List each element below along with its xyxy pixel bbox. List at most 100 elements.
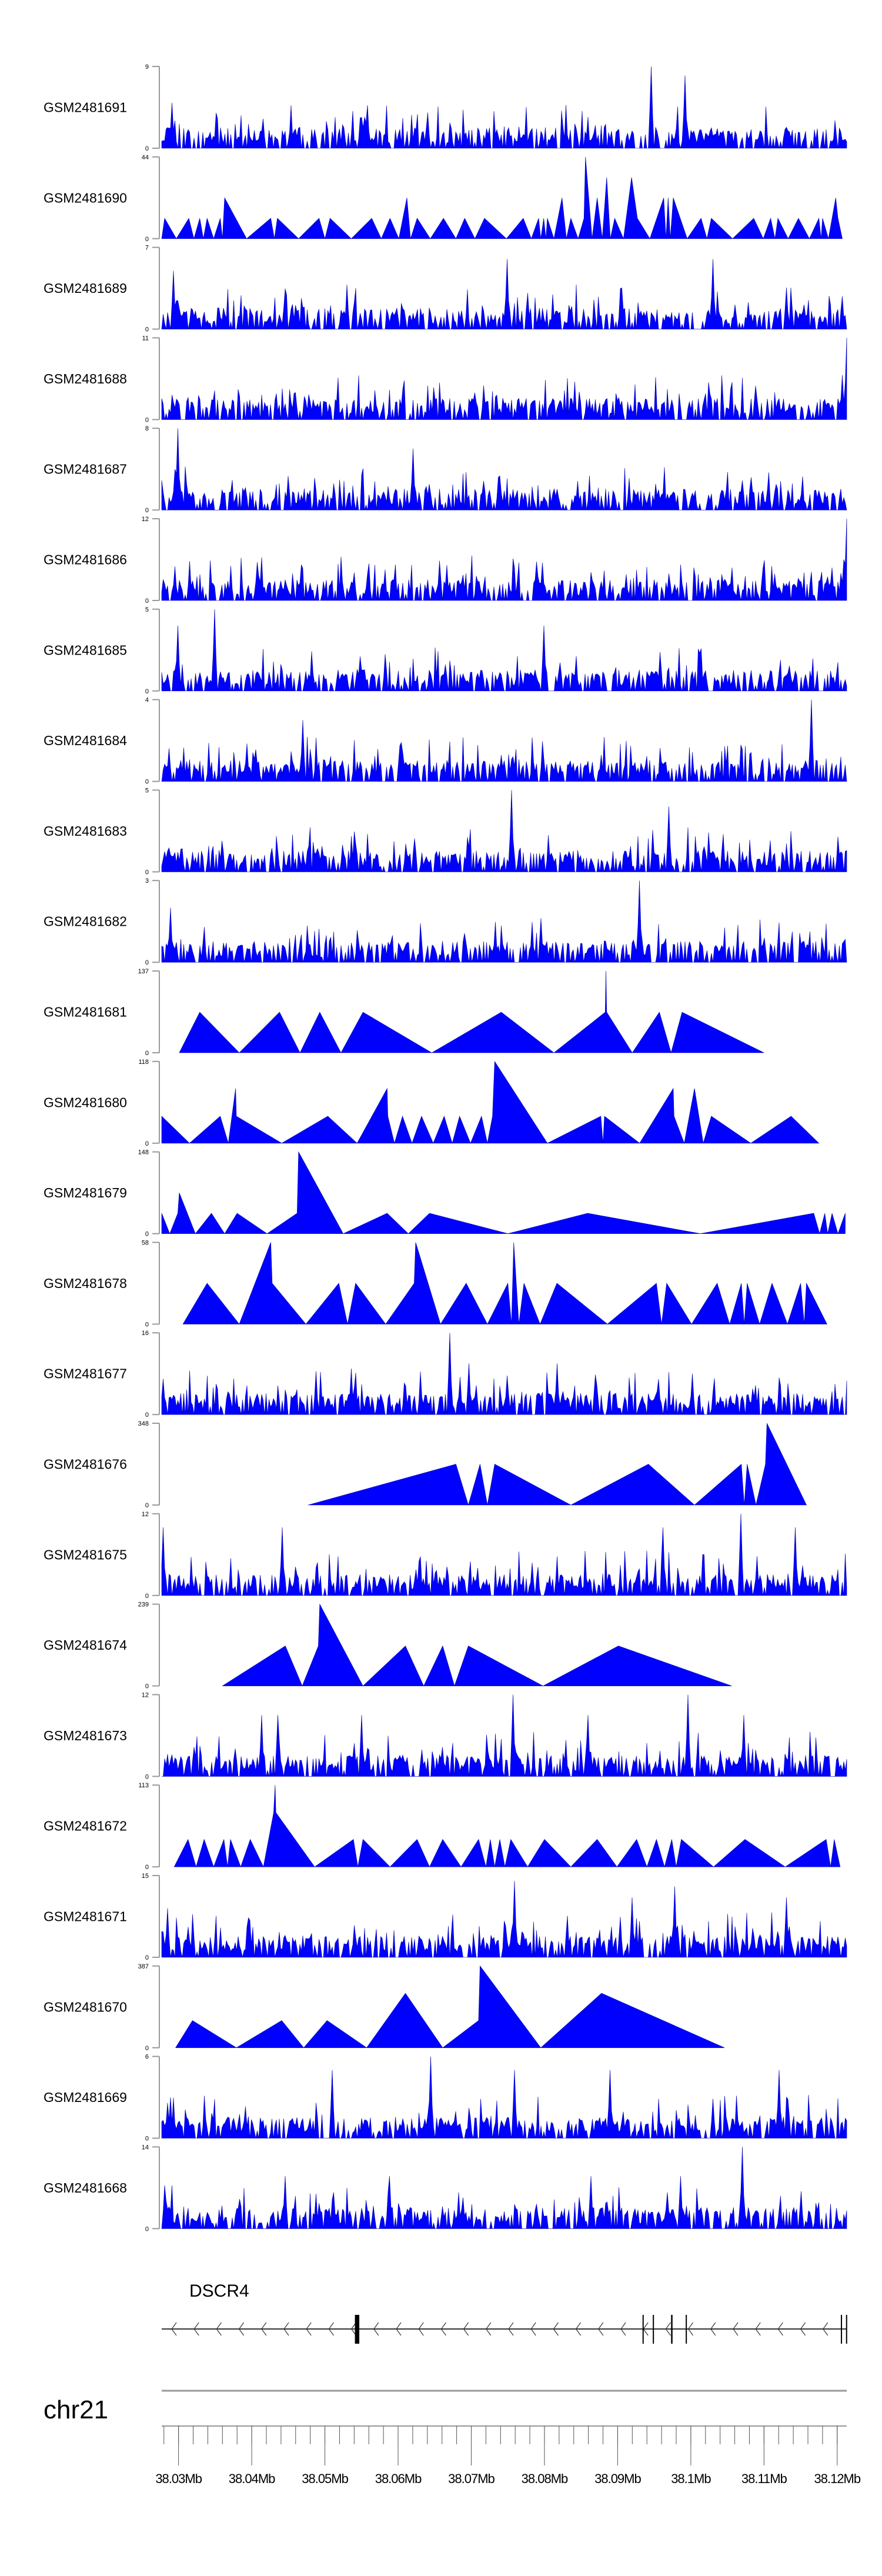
strand-arrow-icon [396, 2322, 402, 2336]
strand-arrow-icon [440, 2322, 446, 2336]
strand-arrow-icon [710, 2322, 716, 2336]
track-label: GSM2481679 [44, 1185, 127, 1200]
strand-arrow-icon [665, 2322, 671, 2336]
track-label: GSM2481678 [44, 1276, 127, 1291]
signal-area [161, 2147, 847, 2230]
y-tick-label: 239 [138, 1601, 149, 1609]
strand-arrow-icon [261, 2322, 267, 2336]
exon [846, 2315, 847, 2344]
track-GSM2481678: GSM2481678 0 58 [44, 1239, 827, 1328]
exon [642, 2315, 644, 2344]
y-tick-label: 0 [145, 869, 149, 876]
track-label: GSM2481690 [44, 190, 127, 205]
track-GSM2481691: GSM2481691 0 9 [44, 64, 847, 152]
gene-label: DSCR4 [189, 2281, 249, 2301]
data-tracks: GSM248169109GSM2481690044GSM248168907GSM… [44, 64, 847, 2233]
y-tick-label: 113 [138, 1782, 149, 1789]
signal-area [161, 699, 847, 782]
track-GSM2481674: GSM2481674 0 239 [44, 1601, 732, 1690]
signal-area [161, 259, 847, 329]
y-tick-label: 0 [145, 507, 149, 514]
signal-area [162, 1694, 847, 1777]
y-tick-label: 0 [145, 1773, 149, 1780]
strand-arrow-icon [486, 2322, 492, 2336]
x-tick-label: 38.09Mb [594, 2471, 641, 2486]
signal-area [308, 1423, 807, 1506]
strand-arrow-icon [283, 2322, 289, 2336]
y-tick-label: 0 [145, 326, 149, 333]
strand-arrow-icon [530, 2322, 536, 2336]
gene-track: DSCR4 [162, 2281, 847, 2344]
strand-arrow-icon [823, 2322, 828, 2336]
strand-arrow-icon [373, 2322, 379, 2336]
track-label: GSM2481676 [44, 1457, 127, 1472]
track-label: GSM2481682 [44, 914, 127, 929]
y-tick-label: 0 [145, 2045, 149, 2052]
track-GSM2481690: GSM2481690 0 44 [44, 154, 843, 243]
y-tick-label: 5 [145, 606, 149, 613]
signal-area [161, 156, 843, 239]
signal-area [173, 1785, 841, 1868]
track-label: GSM2481677 [44, 1366, 127, 1382]
signal-area [161, 1060, 820, 1144]
track-GSM2481675: GSM2481675 0 12 [44, 1511, 847, 1600]
y-tick-label: 44 [142, 154, 149, 161]
track-GSM2481672: GSM2481672 0 113 [44, 1782, 841, 1871]
track-label: GSM2481688 [44, 371, 127, 386]
x-tick-label: 38.12Mb [814, 2471, 861, 2486]
y-tick-label: 0 [145, 1321, 149, 1328]
strand-arrow-icon [306, 2322, 312, 2336]
track-GSM2481685: GSM2481685 0 5 [44, 606, 847, 695]
y-tick-label: 387 [138, 1963, 149, 1970]
track-GSM2481670: GSM2481670 0 387 [44, 1963, 725, 2052]
track-GSM2481676: GSM2481676 0 348 [44, 1420, 807, 1509]
strand-arrow-icon [193, 2322, 199, 2336]
exon [841, 2315, 843, 2344]
x-tick-label: 38.05Mb [302, 2471, 348, 2486]
y-tick-label: 0 [145, 1954, 149, 1961]
y-tick-label: 0 [145, 1140, 149, 1147]
track-GSM2481688: GSM2481688 0 11 [44, 335, 847, 423]
track-label: GSM2481681 [44, 1005, 127, 1020]
y-tick-label: 16 [142, 1330, 149, 1337]
signal-area [161, 1333, 847, 1415]
genome-axis: chr21 38.03Mb 38.04Mb 38.05Mb 38.06Mb 38.07M… [44, 2390, 861, 2486]
signal-area [161, 338, 847, 420]
y-tick-label: 12 [142, 1511, 149, 1518]
y-tick-label: 9 [145, 64, 149, 71]
exon [355, 2315, 360, 2344]
strand-arrow-icon [800, 2322, 806, 2336]
strand-arrow-icon [777, 2322, 783, 2336]
y-tick-label: 7 [145, 245, 149, 252]
x-tick-label: 38.11Mb [741, 2471, 787, 2486]
signal-area [161, 790, 847, 873]
signal-area [161, 428, 847, 511]
y-tick-label: 12 [142, 516, 149, 523]
track-label: GSM2481684 [44, 733, 127, 748]
track-label: GSM2481668 [44, 2180, 127, 2195]
y-tick-label: 0 [145, 1050, 149, 1057]
strand-arrow-icon [216, 2322, 222, 2336]
y-tick-label: 0 [145, 598, 149, 605]
track-GSM2481683: GSM2481683 0 5 [44, 787, 847, 876]
y-tick-label: 6 [145, 2054, 149, 2061]
strand-arrow-icon [463, 2322, 469, 2336]
y-tick-label: 0 [145, 959, 149, 966]
y-tick-label: 0 [145, 779, 149, 786]
signal-area [161, 1513, 847, 1596]
track-label: GSM2481671 [44, 1909, 127, 1924]
y-tick-label: 14 [142, 2144, 149, 2151]
track-label: GSM2481687 [44, 462, 127, 477]
strand-arrow-icon [418, 2322, 424, 2336]
track-label: GSM2481669 [44, 2090, 127, 2105]
track-GSM2481673: GSM2481673 0 12 [44, 1691, 847, 1780]
signal-area [182, 1242, 827, 1325]
strand-arrow-icon [328, 2322, 334, 2336]
signal-area [161, 609, 847, 692]
strand-arrow-icon [171, 2322, 177, 2336]
strand-arrow-icon [553, 2322, 559, 2336]
x-tick-label: 38.04Mb [229, 2471, 275, 2486]
track-GSM2481686: GSM2481686 0 12 [44, 516, 847, 605]
strand-arrow-icon [733, 2322, 739, 2336]
